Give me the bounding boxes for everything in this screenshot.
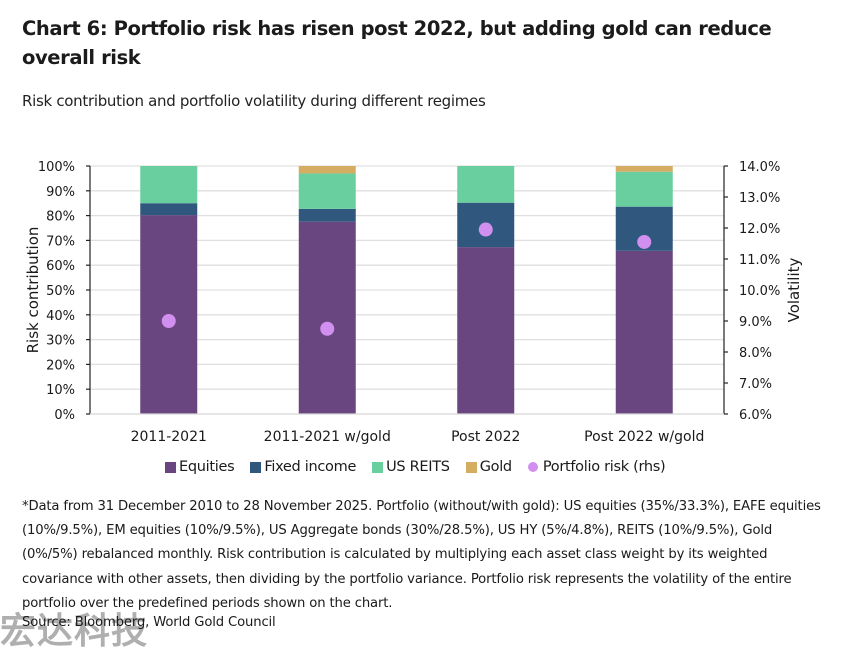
legend-label: US REITS <box>386 459 450 475</box>
left-tick-label: 90% <box>46 185 75 200</box>
portfolio-risk-point <box>637 234 652 249</box>
left-axis-title: Risk contribution <box>24 227 42 354</box>
bar-segment-fixed-income <box>298 208 356 222</box>
portfolio-risk-point <box>478 222 493 237</box>
right-axis-title: Volatility <box>785 257 803 322</box>
bar-segment-equities <box>298 221 356 414</box>
right-axis-ticks: 6.0% 7.0% 8.0% 9.0% 10.0% 11.0% 12.0% 13.0% 14.0… <box>724 160 780 423</box>
category-label: 2011-2021 w/gold <box>264 429 391 445</box>
left-tick-label: 100% <box>38 160 75 175</box>
right-tick-label: 13.0% <box>739 191 780 206</box>
bar-segment-equities <box>457 247 515 414</box>
left-tick-label: 50% <box>46 284 75 299</box>
right-tick-label: 9.0% <box>739 315 772 330</box>
category-label: Post 2022 <box>451 429 520 445</box>
category-label: Post 2022 w/gold <box>584 429 704 445</box>
chart-title: Chart 6: Portfolio risk has risen post 2… <box>22 17 772 69</box>
bar-segment-gold <box>615 166 673 172</box>
bar-segment-us-reits <box>457 166 515 203</box>
legend: Equities Fixed income US REITS Gold Portfoli… <box>165 459 681 475</box>
bar-segment-us-reits <box>140 166 198 204</box>
legend-circle-icon <box>527 462 538 472</box>
legend-item: Portfolio risk (rhs) <box>527 459 666 475</box>
legend-label: Equities <box>179 459 235 475</box>
right-tick-label: 7.0% <box>739 377 772 392</box>
bar-segment-gold <box>298 166 356 174</box>
footnote: *Data from 31 December 2010 to 28 Novemb… <box>22 499 821 611</box>
portfolio-risk-points <box>161 222 652 336</box>
legend-square-icon <box>465 461 477 473</box>
left-axis-ticks: 0% 10% 20% 30% 40% 50% 60% 70% 80% 90% 100% <box>38 160 90 423</box>
legend-square-icon <box>372 461 384 473</box>
legend-label: Portfolio risk (rhs) <box>542 459 666 475</box>
legend-square-icon <box>165 461 176 473</box>
left-tick-label: 0% <box>54 408 75 423</box>
watermark: 宏达科技 <box>0 611 149 652</box>
legend-item: Fixed income <box>250 459 356 475</box>
category-label: 2011-2021 <box>131 429 207 445</box>
right-tick-label: 6.0% <box>739 408 772 423</box>
legend-item: Gold <box>465 459 512 475</box>
chart-subtitle: Risk contribution and portfolio volatili… <box>22 92 486 110</box>
right-tick-label: 11.0% <box>739 253 780 268</box>
right-tick-label: 8.0% <box>739 346 772 361</box>
portfolio-risk-point <box>320 321 335 336</box>
right-tick-label: 12.0% <box>739 222 780 237</box>
chart-area: 0% 10% 20% 30% 40% 50% 60% 70% 80% 90% 100% 6.0% 7.… <box>24 160 803 445</box>
bar-segment-equities <box>615 250 673 414</box>
right-tick-label: 14.0% <box>739 160 780 175</box>
portfolio-risk-point <box>161 314 176 328</box>
bar-segment-us-reits <box>298 173 356 209</box>
category-labels: 2011-2021 2011-2021 w/gold Post 2022 Post 2… <box>131 429 705 445</box>
left-tick-label: 70% <box>46 234 75 249</box>
right-tick-label: 10.0% <box>739 284 780 299</box>
left-tick-label: 40% <box>46 309 75 324</box>
left-tick-label: 60% <box>46 259 75 274</box>
bar-segment-us-reits <box>615 171 673 207</box>
left-tick-label: 10% <box>46 383 75 398</box>
bar-segment-fixed-income <box>140 203 198 216</box>
legend-label: Gold <box>479 459 512 475</box>
left-tick-label: 80% <box>46 210 75 225</box>
legend-item: US REITS <box>372 459 450 475</box>
left-tick-label: 20% <box>46 358 75 373</box>
legend-item: Equities <box>165 459 235 475</box>
left-tick-label: 30% <box>46 334 75 349</box>
legend-square-icon <box>250 461 262 473</box>
source-note: Source: Bloomberg, World Gold Council <box>22 615 276 630</box>
legend-label: Fixed income <box>264 459 357 475</box>
